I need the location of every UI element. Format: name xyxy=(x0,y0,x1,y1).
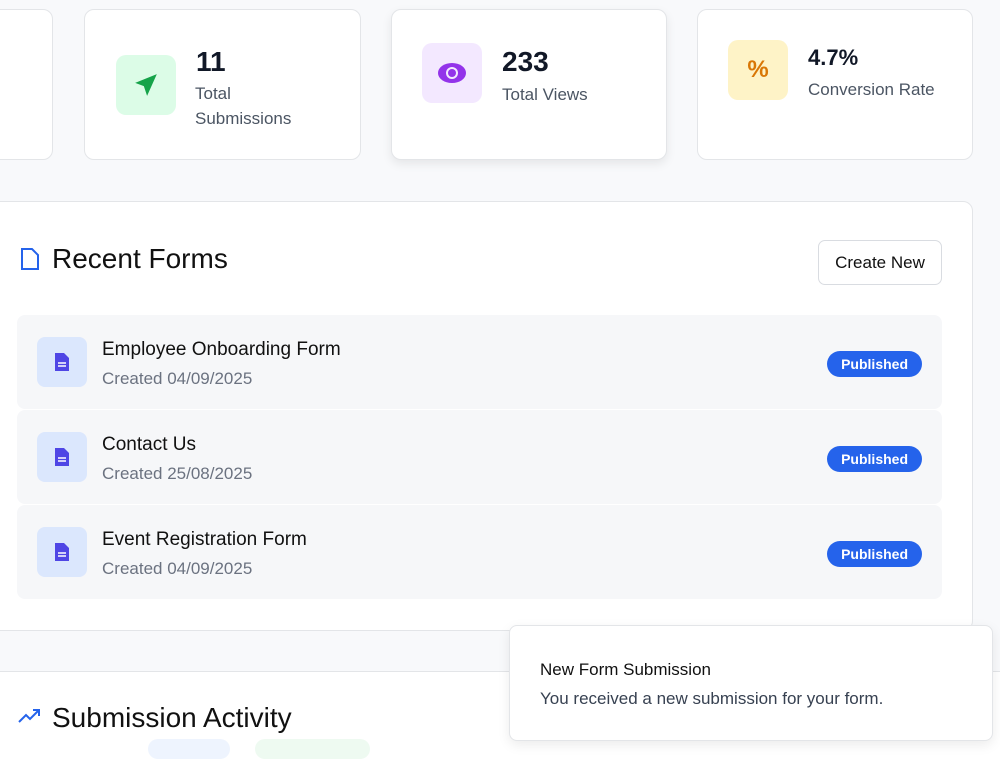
form-created: Created 04/09/2025 xyxy=(102,559,253,578)
file-icon xyxy=(37,337,87,387)
form-list-item[interactable]: Event Registration Form Created 04/09/20… xyxy=(17,505,942,599)
stat-value: 233 xyxy=(502,46,549,77)
stat-card-conversion: % 4.7% Conversion Rate xyxy=(697,9,973,160)
stat-value: 4.7% xyxy=(808,45,859,70)
trending-up-icon xyxy=(18,709,40,723)
send-icon xyxy=(116,55,176,115)
stat-label: Conversion Rate xyxy=(808,80,935,99)
stat-label: Total Submissions xyxy=(195,84,292,128)
file-icon xyxy=(37,432,87,482)
percent-icon: % xyxy=(728,40,788,100)
form-created: Created 04/09/2025 xyxy=(102,369,253,388)
stat-card-partial xyxy=(0,9,53,160)
form-name: Event Registration Form xyxy=(102,529,307,550)
form-list-item[interactable]: Employee Onboarding Form Created 04/09/2… xyxy=(17,315,942,409)
notification-toast[interactable]: New Form Submission You received a new s… xyxy=(509,625,993,741)
form-name: Employee Onboarding Form xyxy=(102,339,341,360)
file-icon xyxy=(37,527,87,577)
stat-label: Total Views xyxy=(502,85,588,104)
toast-title: New Form Submission xyxy=(540,660,711,679)
recent-forms-title: Recent Forms xyxy=(52,243,228,274)
status-badge: Published xyxy=(827,541,922,567)
stat-value: 11 xyxy=(196,46,226,77)
stat-card-views: 233 Total Views xyxy=(391,9,667,160)
status-badge: Published xyxy=(827,446,922,472)
activity-chip xyxy=(148,739,230,759)
stat-card-submissions: 11 Total Submissions xyxy=(84,9,361,160)
form-name: Contact Us xyxy=(102,434,196,455)
form-created: Created 25/08/2025 xyxy=(102,464,253,483)
form-list-item[interactable]: Contact Us Created 25/08/2025 Published xyxy=(17,410,942,504)
toast-message: You received a new submission for your f… xyxy=(540,689,884,708)
create-new-button[interactable]: Create New xyxy=(818,240,942,285)
document-icon xyxy=(21,248,39,270)
eye-icon xyxy=(422,43,482,103)
status-badge: Published xyxy=(827,351,922,377)
activity-chip xyxy=(255,739,370,759)
activity-title: Submission Activity xyxy=(52,702,292,733)
